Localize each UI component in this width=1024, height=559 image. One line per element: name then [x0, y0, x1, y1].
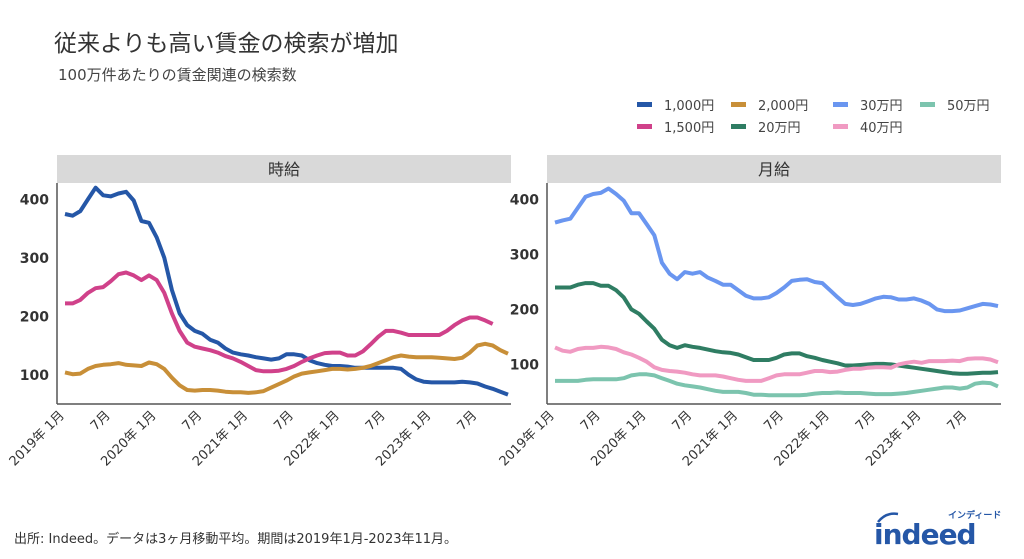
legend-label: 2,000円: [758, 99, 808, 114]
legend-label: 50万円: [947, 99, 990, 114]
x-tick-label: 7月: [670, 408, 696, 434]
x-tick-label: 7月: [945, 408, 971, 434]
x-tick-label: 7月: [455, 408, 481, 434]
series-line-1,000円: [64, 185, 509, 397]
series-line-40万円: [554, 344, 999, 383]
series-line-30万円: [554, 186, 999, 314]
x-tick-label: 2019年 1月: [497, 408, 558, 469]
facet-strip: [547, 155, 1001, 183]
indeed-logo: indeed インディード: [874, 509, 1001, 548]
legend-swatch: [920, 102, 935, 107]
x-tick-label: 7月: [853, 408, 879, 434]
x-tick-label: 7月: [761, 408, 787, 434]
series-line-2,000円: [64, 341, 509, 395]
chart-subtitle: 100万件あたりの賃金関連の検索数: [58, 66, 297, 84]
x-tick-label: 7月: [88, 408, 114, 434]
legend-label: 30万円: [860, 99, 903, 114]
legend-swatch: [731, 102, 746, 107]
x-tick-label: 7月: [578, 408, 604, 434]
legend-swatch: [833, 102, 848, 107]
y-tick-label: 300: [510, 247, 539, 263]
legend-swatch: [731, 124, 746, 129]
series-line-20万円: [555, 281, 999, 376]
y-tick-label: 200: [20, 309, 49, 325]
facet-strip: [57, 155, 511, 183]
legend-swatch: [637, 102, 652, 107]
chart-title: 従来よりも高い賃金の検索が増加: [54, 31, 399, 57]
y-tick-label: 400: [510, 192, 539, 208]
legend-label: 1,000円: [664, 99, 714, 114]
source-note: 出所: Indeed。データは3ヶ月移動平均。期間は2019年1月-2023年1…: [14, 532, 458, 547]
y-tick-label: 400: [20, 192, 49, 208]
logo-wordmark: indeed: [874, 518, 976, 548]
x-tick-label: 2019年 1月: [7, 408, 68, 469]
series-line-50万円: [555, 372, 999, 398]
x-tick-label: 7月: [363, 408, 389, 434]
legend-label: 40万円: [860, 121, 903, 136]
y-tick-label: 200: [510, 302, 539, 318]
y-tick-label: 100: [20, 368, 49, 384]
legend-swatch: [833, 124, 848, 129]
x-tick-label: 7月: [271, 408, 297, 434]
series-line-1,500円: [65, 270, 494, 374]
y-tick-label: 100: [510, 357, 539, 373]
legend-swatch: [637, 124, 652, 129]
legend-label: 20万円: [758, 121, 801, 136]
logo-kana: インディード: [948, 509, 1001, 521]
y-tick-label: 300: [20, 251, 49, 267]
x-tick-label: 7月: [180, 408, 206, 434]
facet-title: 月給: [758, 160, 790, 179]
facet-title: 時給: [268, 160, 300, 179]
legend-label: 1,500円: [664, 121, 714, 136]
